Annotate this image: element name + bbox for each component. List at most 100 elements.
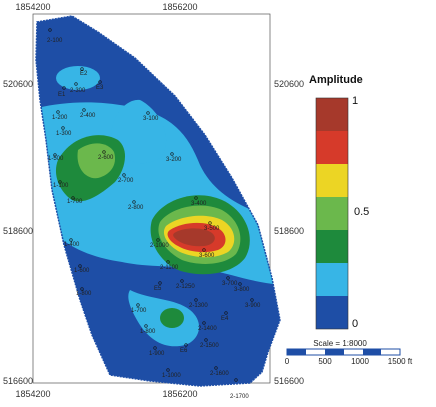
svg-text:2-1300: 2-1300 xyxy=(189,303,208,309)
well-1-700b: 1-700 xyxy=(131,303,147,314)
x-top-tick-2: 1856200 xyxy=(162,2,197,12)
svg-text:E1: E1 xyxy=(58,92,66,98)
well-1-200: 1-200 xyxy=(52,110,68,121)
well-3-400: 3-400 xyxy=(191,196,207,207)
legend-swatch-dark-green xyxy=(316,230,348,263)
svg-text:1-800: 1-800 xyxy=(140,329,156,335)
scale-bar-seg-1 xyxy=(287,349,306,355)
legend-swatch-deep-blue xyxy=(316,296,348,329)
svg-text:3-200: 3-200 xyxy=(166,157,182,163)
well-E6: E6 xyxy=(180,343,188,354)
scale-tick-0: 0 xyxy=(285,357,290,366)
well-1-500: 1-500 xyxy=(48,153,64,162)
svg-text:1-700: 1-700 xyxy=(131,308,147,314)
x-bottom-tick-1: 1854200 xyxy=(15,389,50,399)
svg-text:2-1100: 2-1100 xyxy=(160,265,179,271)
legend-title: Amplitude xyxy=(309,74,363,86)
well-2-1400: 2-1400 xyxy=(198,321,217,332)
well-2-1250: 2-1250 xyxy=(176,279,195,290)
well-1-700a: 1-700 xyxy=(67,196,83,205)
y-right-tick-1: 520600 xyxy=(274,79,304,89)
svg-text:2-800: 2-800 xyxy=(128,205,144,211)
well-1-800b: 1-800 xyxy=(140,324,156,335)
scale-bar-seg-2 xyxy=(325,349,344,355)
well-2-1600: 2-1600 xyxy=(210,366,229,377)
svg-text:1-100: 1-100 xyxy=(53,183,69,189)
svg-text:2-100: 2-100 xyxy=(47,38,63,44)
well-2-1300: 2-1300 xyxy=(189,298,208,309)
well-2-100: 2-100 xyxy=(47,28,63,44)
well-2-1000: 2-1000 xyxy=(150,238,169,249)
well-E3: E3 xyxy=(96,80,104,91)
y-right-tick-3: 516600 xyxy=(274,376,304,386)
svg-text:3-100: 3-100 xyxy=(143,116,159,122)
svg-text:E6: E6 xyxy=(180,348,188,354)
svg-text:2-1250: 2-1250 xyxy=(176,284,195,290)
well-2-700: 2-700 xyxy=(118,173,134,184)
legend-swatch-red xyxy=(316,131,348,164)
legend-swatch-light-green xyxy=(316,197,348,230)
zone-dark-green-south xyxy=(160,308,184,328)
svg-text:2-300: 2-300 xyxy=(70,88,86,94)
well-1-100: 1-100 xyxy=(53,180,69,189)
legend-swatch-dark-red xyxy=(316,98,348,131)
legend-border xyxy=(315,97,349,330)
svg-text:3-400: 3-400 xyxy=(191,201,207,207)
well-2-400: 2-400 xyxy=(80,108,96,119)
svg-text:3-500: 3-500 xyxy=(204,226,220,232)
svg-text:2-400: 2-400 xyxy=(80,113,96,119)
svg-text:3-800: 3-800 xyxy=(234,287,250,293)
legend-swatch-light-blue xyxy=(316,263,348,296)
svg-text:2-1500: 2-1500 xyxy=(200,343,219,349)
svg-text:3-700: 3-700 xyxy=(222,281,238,287)
svg-text:1-500: 1-500 xyxy=(48,156,64,162)
x-bottom-tick-2: 1856200 xyxy=(162,389,197,399)
well-E4: E4 xyxy=(221,311,229,322)
zone-light-blue-upper-2 xyxy=(111,99,167,164)
well-3-200: 3-200 xyxy=(166,152,182,163)
x-top-tick-1: 1854200 xyxy=(15,2,50,12)
well-3-500: 3-500 xyxy=(204,221,220,232)
svg-text:2-1400: 2-1400 xyxy=(198,326,217,332)
scale-bar-seg-3 xyxy=(363,349,381,355)
well-2-1700: 2-1700 xyxy=(230,378,249,400)
svg-text:2-700: 2-700 xyxy=(118,178,134,184)
wells-layer: 2-100 E2 E1 E3 2-300 2-400 1-300 1-200 3… xyxy=(47,28,261,400)
well-2-1100: 2-1100 xyxy=(160,260,179,271)
scale-tick-1000: 1000 xyxy=(351,357,369,366)
svg-text:1-600: 1-600 xyxy=(74,268,90,274)
svg-text:E5: E5 xyxy=(154,286,162,292)
well-3-800: 3-800 xyxy=(234,282,250,293)
well-E2: E2 xyxy=(80,67,88,77)
svg-text:E2: E2 xyxy=(80,71,88,77)
scale-tick-1500: 1500 ft xyxy=(388,357,413,366)
zone-light-green-west xyxy=(77,143,116,179)
well-2-1500: 2-1500 xyxy=(200,338,219,349)
well-1-900: 1-900 xyxy=(149,346,165,357)
survey-outline xyxy=(35,15,281,387)
well-2-800: 2-800 xyxy=(128,200,144,211)
well-E5: E5 xyxy=(154,281,162,292)
well-3-900: 3-900 xyxy=(245,298,261,309)
scale-bar: Scale = 1:8000 0 500 1000 1500 ft xyxy=(285,339,413,366)
y-left-tick-2: 518600 xyxy=(3,226,33,236)
scale-tick-500: 500 xyxy=(318,357,332,366)
zone-dark-red-center xyxy=(173,228,215,247)
svg-text:2-600: 2-600 xyxy=(98,155,114,161)
svg-text:E3: E3 xyxy=(96,85,104,91)
well-1-1000: 1-1000 xyxy=(162,368,181,379)
y-left-tick-1: 520600 xyxy=(3,79,33,89)
svg-text:1-1000: 1-1000 xyxy=(162,373,181,379)
amplitude-legend: Amplitude 1 0.5 0 xyxy=(309,74,369,330)
y-right-tick-2: 518600 xyxy=(274,226,304,236)
legend-label-min: 0 xyxy=(352,318,358,330)
well-2-300: 2-300 xyxy=(70,82,86,94)
well-2-600: 2-600 xyxy=(98,150,114,161)
y-left-tick-3: 516600 xyxy=(3,376,33,386)
well-3-100: 3-100 xyxy=(143,111,159,122)
well-1-300: 1-300 xyxy=(56,126,72,137)
well-E1: E1 xyxy=(58,86,66,98)
svg-text:1-800: 1-800 xyxy=(76,291,92,297)
well-3-600: 3-600 xyxy=(199,248,215,259)
well-3-700: 3-700 xyxy=(222,276,238,287)
